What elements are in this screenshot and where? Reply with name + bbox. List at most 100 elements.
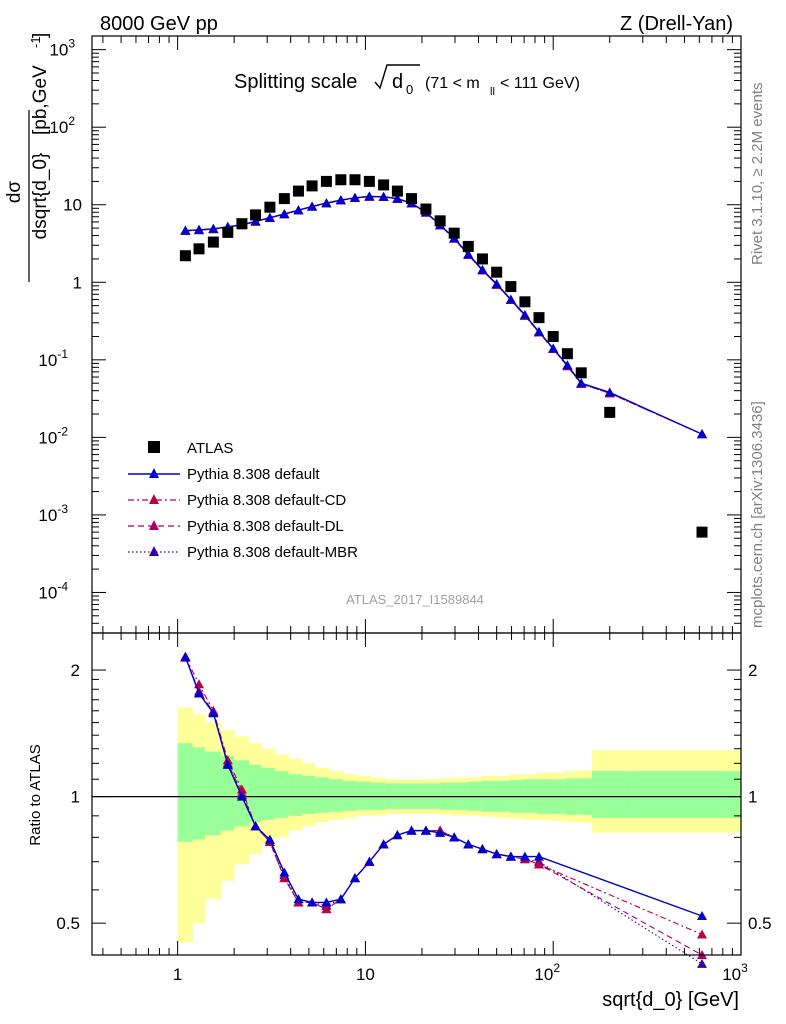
atlas-point [604, 406, 616, 418]
ratio-series [180, 651, 708, 968]
x-tick-label: 10 [356, 965, 375, 984]
main-point-1 [194, 224, 205, 234]
ylabel-main: dσ dsqrt{d_0} [pb,GeV -1 ] [4, 33, 51, 282]
ratio-point-0 [533, 851, 544, 861]
main-point-1 [378, 191, 389, 201]
xlabel: sqrt{d_0} [GeV] [602, 989, 739, 1011]
plot-title-sqrt-sub: 0 [406, 82, 413, 97]
ratio-point-0 [236, 791, 247, 801]
main-point-1 [180, 225, 191, 235]
watermark: ATLAS_2017_I1589844 [346, 592, 484, 607]
atlas-point [476, 253, 488, 265]
plot-title-sqrt-var: d [392, 71, 403, 93]
ratio-y-tick-label-left: 1 [71, 788, 80, 807]
main-point-1 [349, 192, 360, 202]
ylabel-main-bracket: ] [30, 33, 51, 38]
atlas-point [236, 218, 248, 230]
main-point-1 [477, 264, 488, 274]
ratio-point-1 [279, 873, 290, 883]
ratio-point-0 [378, 839, 389, 849]
y-tick-label: 10-3 [38, 502, 68, 525]
ratio-point-0 [279, 867, 290, 877]
ylabel-main-units: [pb,GeV [30, 65, 51, 135]
band-green-bin [274, 771, 290, 818]
ratio-point-1 [533, 859, 544, 869]
legend-marker-dl [149, 520, 159, 530]
band-green-bin [302, 775, 316, 814]
legend-label-default: Pythia 8.308 default [187, 466, 320, 483]
atlas-point [250, 209, 262, 221]
main-series [179, 174, 708, 538]
ratio-point-0 [420, 825, 431, 835]
band-green-bin [177, 743, 193, 842]
band-green-bin [249, 764, 263, 823]
band-green-bin [261, 767, 276, 820]
ratio-y-tick-label-right: 0.5 [748, 914, 772, 933]
ylabel-main-den: dsqrt{d_0} [30, 153, 51, 240]
ratio-point-0 [194, 688, 205, 698]
atlas-point [193, 243, 205, 255]
atlas-point [391, 185, 403, 197]
y-tick-label: 102 [49, 114, 75, 137]
ratio-point-1 [321, 904, 332, 914]
atlas-point [519, 296, 531, 308]
ratio-point-0 [392, 830, 403, 840]
x-tick-label: 1 [173, 965, 182, 984]
atlas-point [420, 203, 432, 215]
y-tick-label: 10 [63, 196, 82, 215]
atlas-point [222, 226, 234, 238]
atlas-point [320, 175, 332, 187]
main-point-1 [279, 208, 290, 218]
atlas-point [349, 174, 361, 186]
main-line-1 [185, 195, 703, 435]
band-green-bin [288, 774, 303, 816]
atlas-point [363, 175, 375, 187]
atlas-point [547, 330, 559, 342]
ratio-point-1 [697, 929, 708, 939]
band-green-bin [329, 779, 344, 812]
plot-title: Splitting scale d 0 (71 < m ll < 111 GeV… [234, 64, 580, 98]
atlas-point [561, 348, 573, 360]
plot-title-sub: (71 < m [425, 75, 480, 92]
band-green-bin [343, 780, 358, 811]
ratio-point-1 [222, 755, 233, 765]
ratio-point-0 [435, 827, 446, 837]
legend-label-mbr: Pythia 8.308 default-MBR [187, 544, 358, 561]
main-point-1 [463, 249, 474, 259]
y-tick-label: 10-4 [38, 579, 68, 602]
main-point-1 [519, 309, 530, 319]
ratio-point-0 [505, 851, 516, 861]
ratio-point-0 [406, 825, 417, 835]
x-tick-label: 103 [722, 961, 748, 984]
legend-marker-mbr [149, 546, 159, 556]
atlas-point [505, 281, 517, 293]
header-right: Z (Drell-Yan) [620, 13, 733, 35]
atlas-point [448, 227, 460, 239]
ratio-bands [92, 707, 742, 943]
ratio-point-0 [335, 894, 346, 904]
plot-title-sub2: < 111 GeV) [500, 75, 580, 92]
main-point-1 [321, 198, 332, 208]
ratio-y-tick-label-left: 2 [71, 661, 80, 680]
ratio-point-0 [364, 856, 375, 866]
y-tick-label: 10-2 [38, 424, 68, 447]
band-green-bin [624, 771, 742, 818]
legend-label-cd: Pythia 8.308 default-CD [187, 492, 346, 509]
atlas-point [491, 266, 503, 278]
atlas-point [533, 312, 545, 324]
ratio-point-0 [250, 821, 261, 831]
ratio-point-0 [463, 839, 474, 849]
band-green-bin [220, 755, 235, 831]
main-point-1 [491, 279, 502, 289]
legend-marker-default [149, 468, 159, 478]
y-tick-label: 10-1 [38, 347, 68, 370]
main-point-1 [264, 212, 275, 222]
main-point-1 [293, 205, 304, 215]
side-text-top: Rivet 3.1.10, ≥ 2.2M events [749, 83, 766, 266]
ratio-point-3 [697, 958, 708, 968]
main-point-1 [307, 201, 318, 211]
ratio-y-tick-label-right: 2 [748, 661, 757, 680]
header-left: 8000 GeV pp [100, 13, 218, 35]
